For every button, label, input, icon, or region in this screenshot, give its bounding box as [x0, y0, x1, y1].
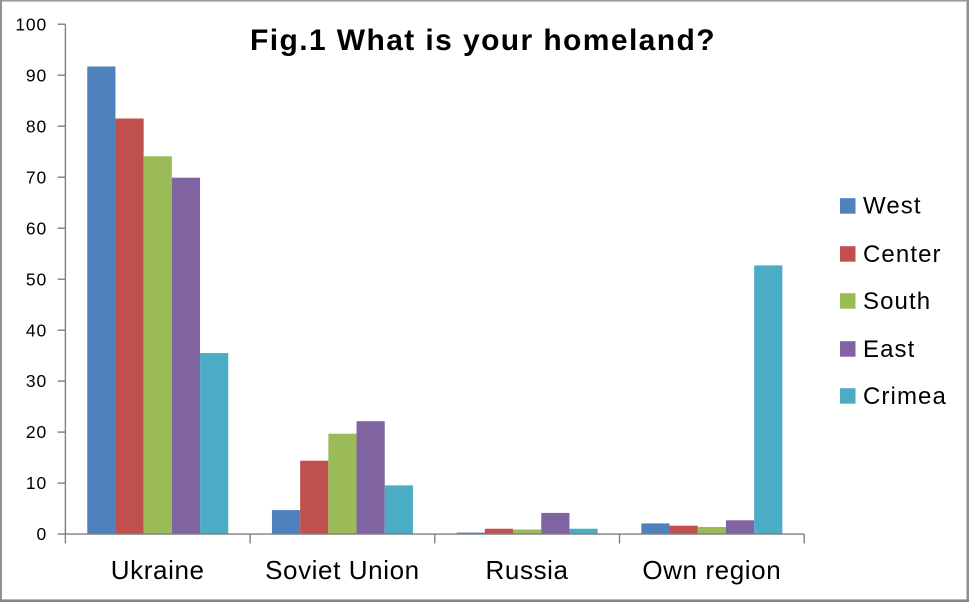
svg-text:70: 70	[26, 167, 47, 187]
svg-text:30: 30	[26, 371, 47, 391]
svg-text:Ukraine: Ukraine	[111, 555, 205, 585]
svg-text:90: 90	[26, 65, 47, 85]
svg-text:100: 100	[15, 14, 47, 34]
svg-text:0: 0	[36, 524, 47, 544]
svg-text:60: 60	[26, 218, 47, 238]
svg-text:40: 40	[26, 320, 47, 340]
svg-text:80: 80	[26, 116, 47, 136]
svg-text:Fig.1 What is your homeland?: Fig.1 What is your homeland?	[250, 24, 716, 57]
svg-text:Center: Center	[863, 241, 942, 268]
svg-text:East: East	[863, 336, 915, 363]
svg-text:Crimea: Crimea	[863, 383, 947, 410]
svg-text:South: South	[863, 288, 931, 315]
svg-text:Russia: Russia	[486, 555, 569, 585]
svg-text:West: West	[863, 193, 922, 220]
svg-text:Soviet Union: Soviet Union	[265, 555, 420, 585]
svg-text:Own region: Own region	[642, 555, 781, 585]
svg-text:10: 10	[26, 473, 47, 493]
svg-text:20: 20	[26, 422, 47, 442]
svg-text:50: 50	[26, 269, 47, 289]
